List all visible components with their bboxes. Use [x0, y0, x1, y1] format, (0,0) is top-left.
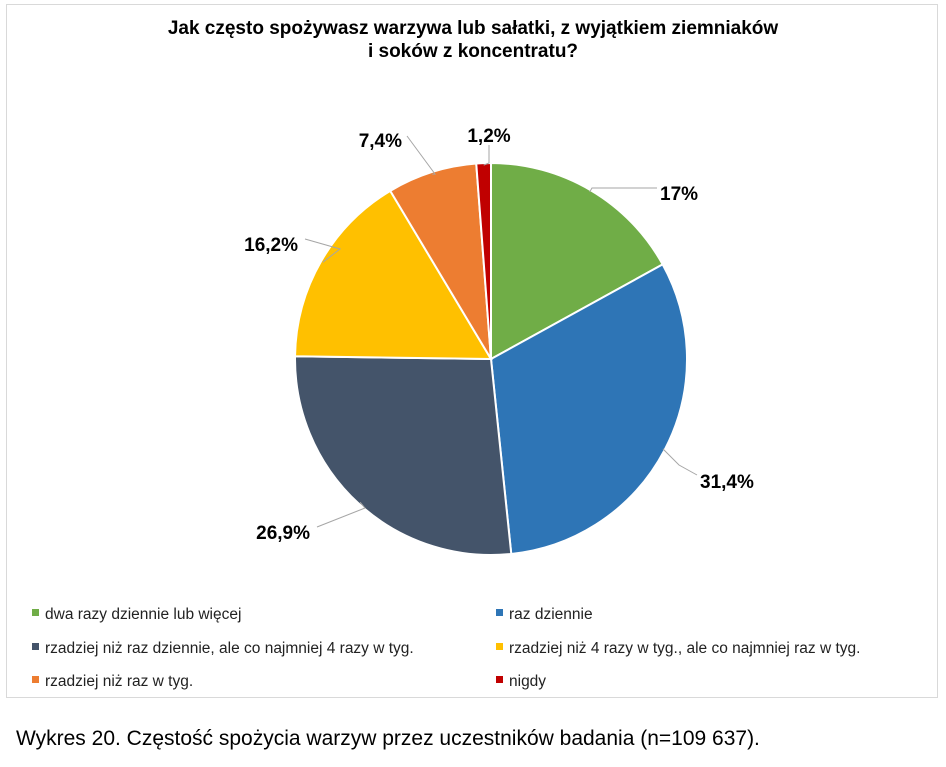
leader-line: [662, 448, 698, 476]
chart-title-line-2: i soków z koncentratu?: [367, 41, 579, 62]
slice-data-label: 16,2%: [244, 235, 298, 256]
slice-data-label: 7,4%: [359, 131, 402, 152]
slice-data-label: 26,9%: [256, 523, 310, 544]
leader-line: [483, 145, 490, 166]
pie-chart: 17% 31,4% 26,9% 16,2% 7,4% 1,2%: [244, 126, 754, 556]
pie-slice: [294, 355, 513, 556]
chart-title-line-1: Jak często spożywasz warzywa lub sałatki…: [167, 18, 779, 39]
chart-frame: Jak często spożywasz warzywa lub sałatki…: [6, 4, 938, 698]
pie-slice: [489, 263, 688, 556]
slice-data-label: 31,4%: [700, 472, 754, 493]
leader-line: [304, 238, 342, 263]
pie-slice: [294, 189, 493, 361]
slice-data-label: 17%: [660, 184, 698, 205]
figure-caption: Wykres 20. Częstość spożycia warzyw prze…: [16, 727, 760, 750]
leader-line: [589, 187, 657, 193]
leader-line: [316, 501, 366, 528]
chart-title: Jak często spożywasz warzywa lub sałatki…: [7, 17, 939, 63]
leader-line: [406, 135, 436, 175]
pie-slice: [475, 161, 492, 360]
slice-data-label: 1,2%: [467, 126, 510, 147]
